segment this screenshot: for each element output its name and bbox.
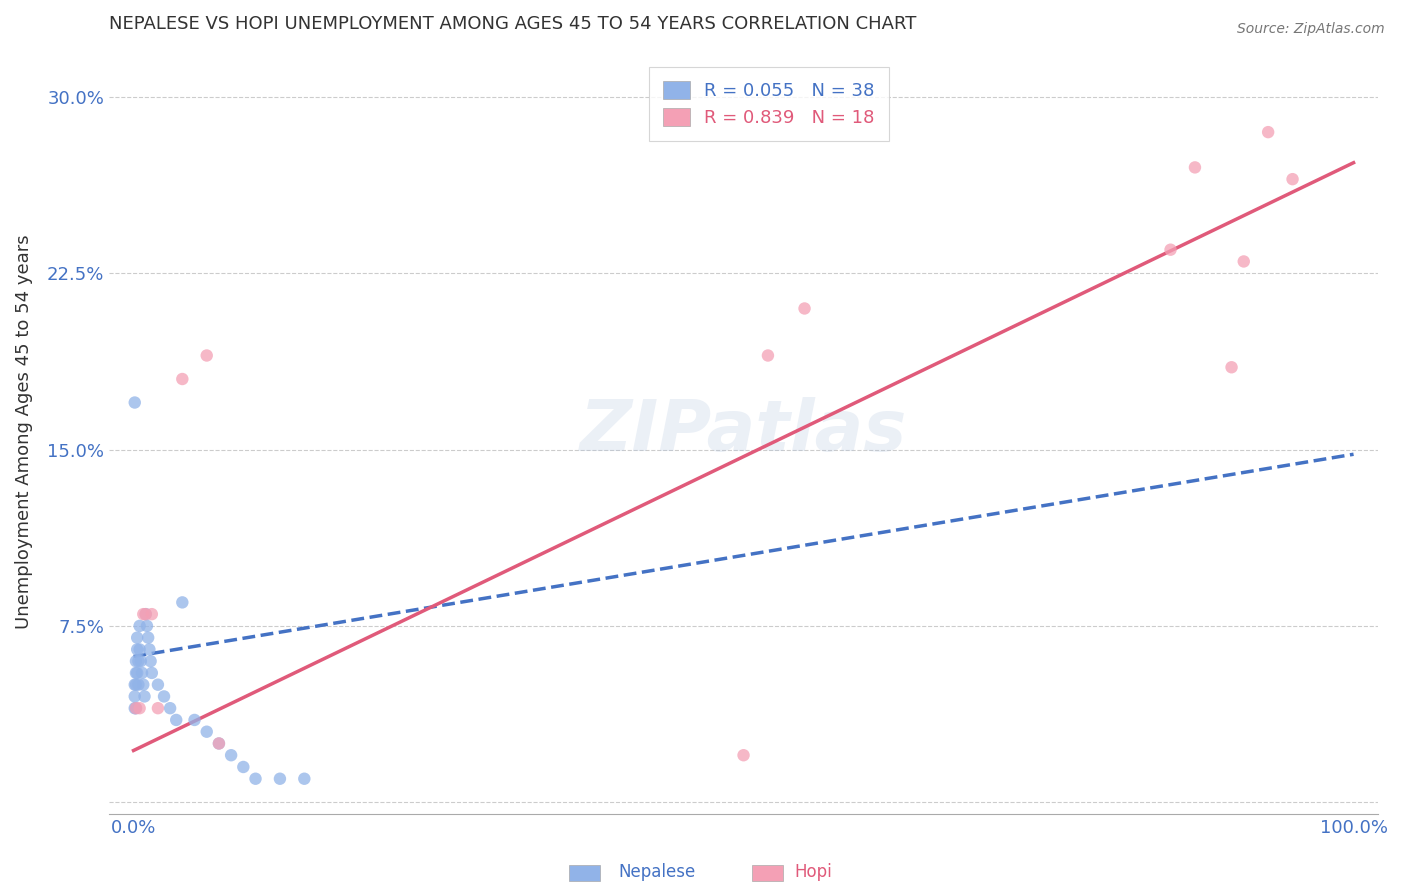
Point (128, 701, 150, 715)
Y-axis label: Unemployment Among Ages 45 to 54 years: Unemployment Among Ages 45 to 54 years (15, 235, 32, 629)
Point (135, 607, 157, 621)
Point (756, 349, 779, 363)
Text: ZIPatlas: ZIPatlas (579, 398, 907, 467)
Point (132, 678, 155, 692)
Point (125, 665, 148, 680)
Point (153, 690, 176, 704)
Point (131, 665, 153, 680)
Point (183, 713, 205, 727)
Point (136, 619, 159, 633)
Point (141, 665, 163, 680)
Point (127, 665, 149, 680)
Text: Hopi: Hopi (794, 863, 832, 881)
Point (1281, 172, 1303, 186)
Point (129, 654, 152, 668)
Point (195, 724, 218, 739)
Point (141, 607, 163, 621)
Point (232, 760, 254, 774)
Point (134, 690, 156, 704)
Point (124, 690, 146, 704)
Point (124, 701, 146, 715)
Point (128, 642, 150, 657)
Point (127, 642, 149, 657)
Point (128, 619, 150, 633)
Point (245, 772, 267, 786)
Point (269, 772, 291, 786)
Point (125, 701, 148, 715)
Point (127, 678, 149, 692)
Point (124, 395, 146, 409)
Point (159, 701, 181, 715)
Point (165, 713, 187, 727)
Point (146, 678, 169, 692)
Point (136, 631, 159, 645)
Text: NEPALESE VS HOPI UNEMPLOYMENT AMONG AGES 45 TO 54 YEARS CORRELATION CHART: NEPALESE VS HOPI UNEMPLOYMENT AMONG AGES… (110, 15, 917, 33)
Point (733, 748, 755, 763)
Point (219, 748, 242, 763)
Point (208, 736, 231, 750)
Point (125, 701, 148, 715)
Point (125, 678, 148, 692)
Legend: R = 0.055   N = 38, R = 0.839   N = 18: R = 0.055 N = 38, R = 0.839 N = 18 (648, 67, 890, 141)
Point (135, 607, 157, 621)
Point (1257, 125, 1279, 139)
Point (1160, 243, 1182, 257)
Point (1233, 254, 1256, 268)
Point (132, 607, 155, 621)
Point (195, 349, 218, 363)
Point (1184, 161, 1206, 175)
Text: Nepalese: Nepalese (619, 863, 696, 881)
Point (146, 701, 169, 715)
Point (172, 595, 194, 609)
Point (172, 372, 194, 386)
Point (139, 654, 162, 668)
Point (1220, 360, 1243, 375)
Point (208, 736, 231, 750)
Point (127, 654, 149, 668)
Point (127, 631, 149, 645)
Point (138, 642, 160, 657)
Point (125, 654, 148, 668)
Text: Source: ZipAtlas.com: Source: ZipAtlas.com (1237, 22, 1385, 37)
Point (292, 772, 315, 786)
Point (793, 301, 815, 316)
Point (124, 678, 146, 692)
